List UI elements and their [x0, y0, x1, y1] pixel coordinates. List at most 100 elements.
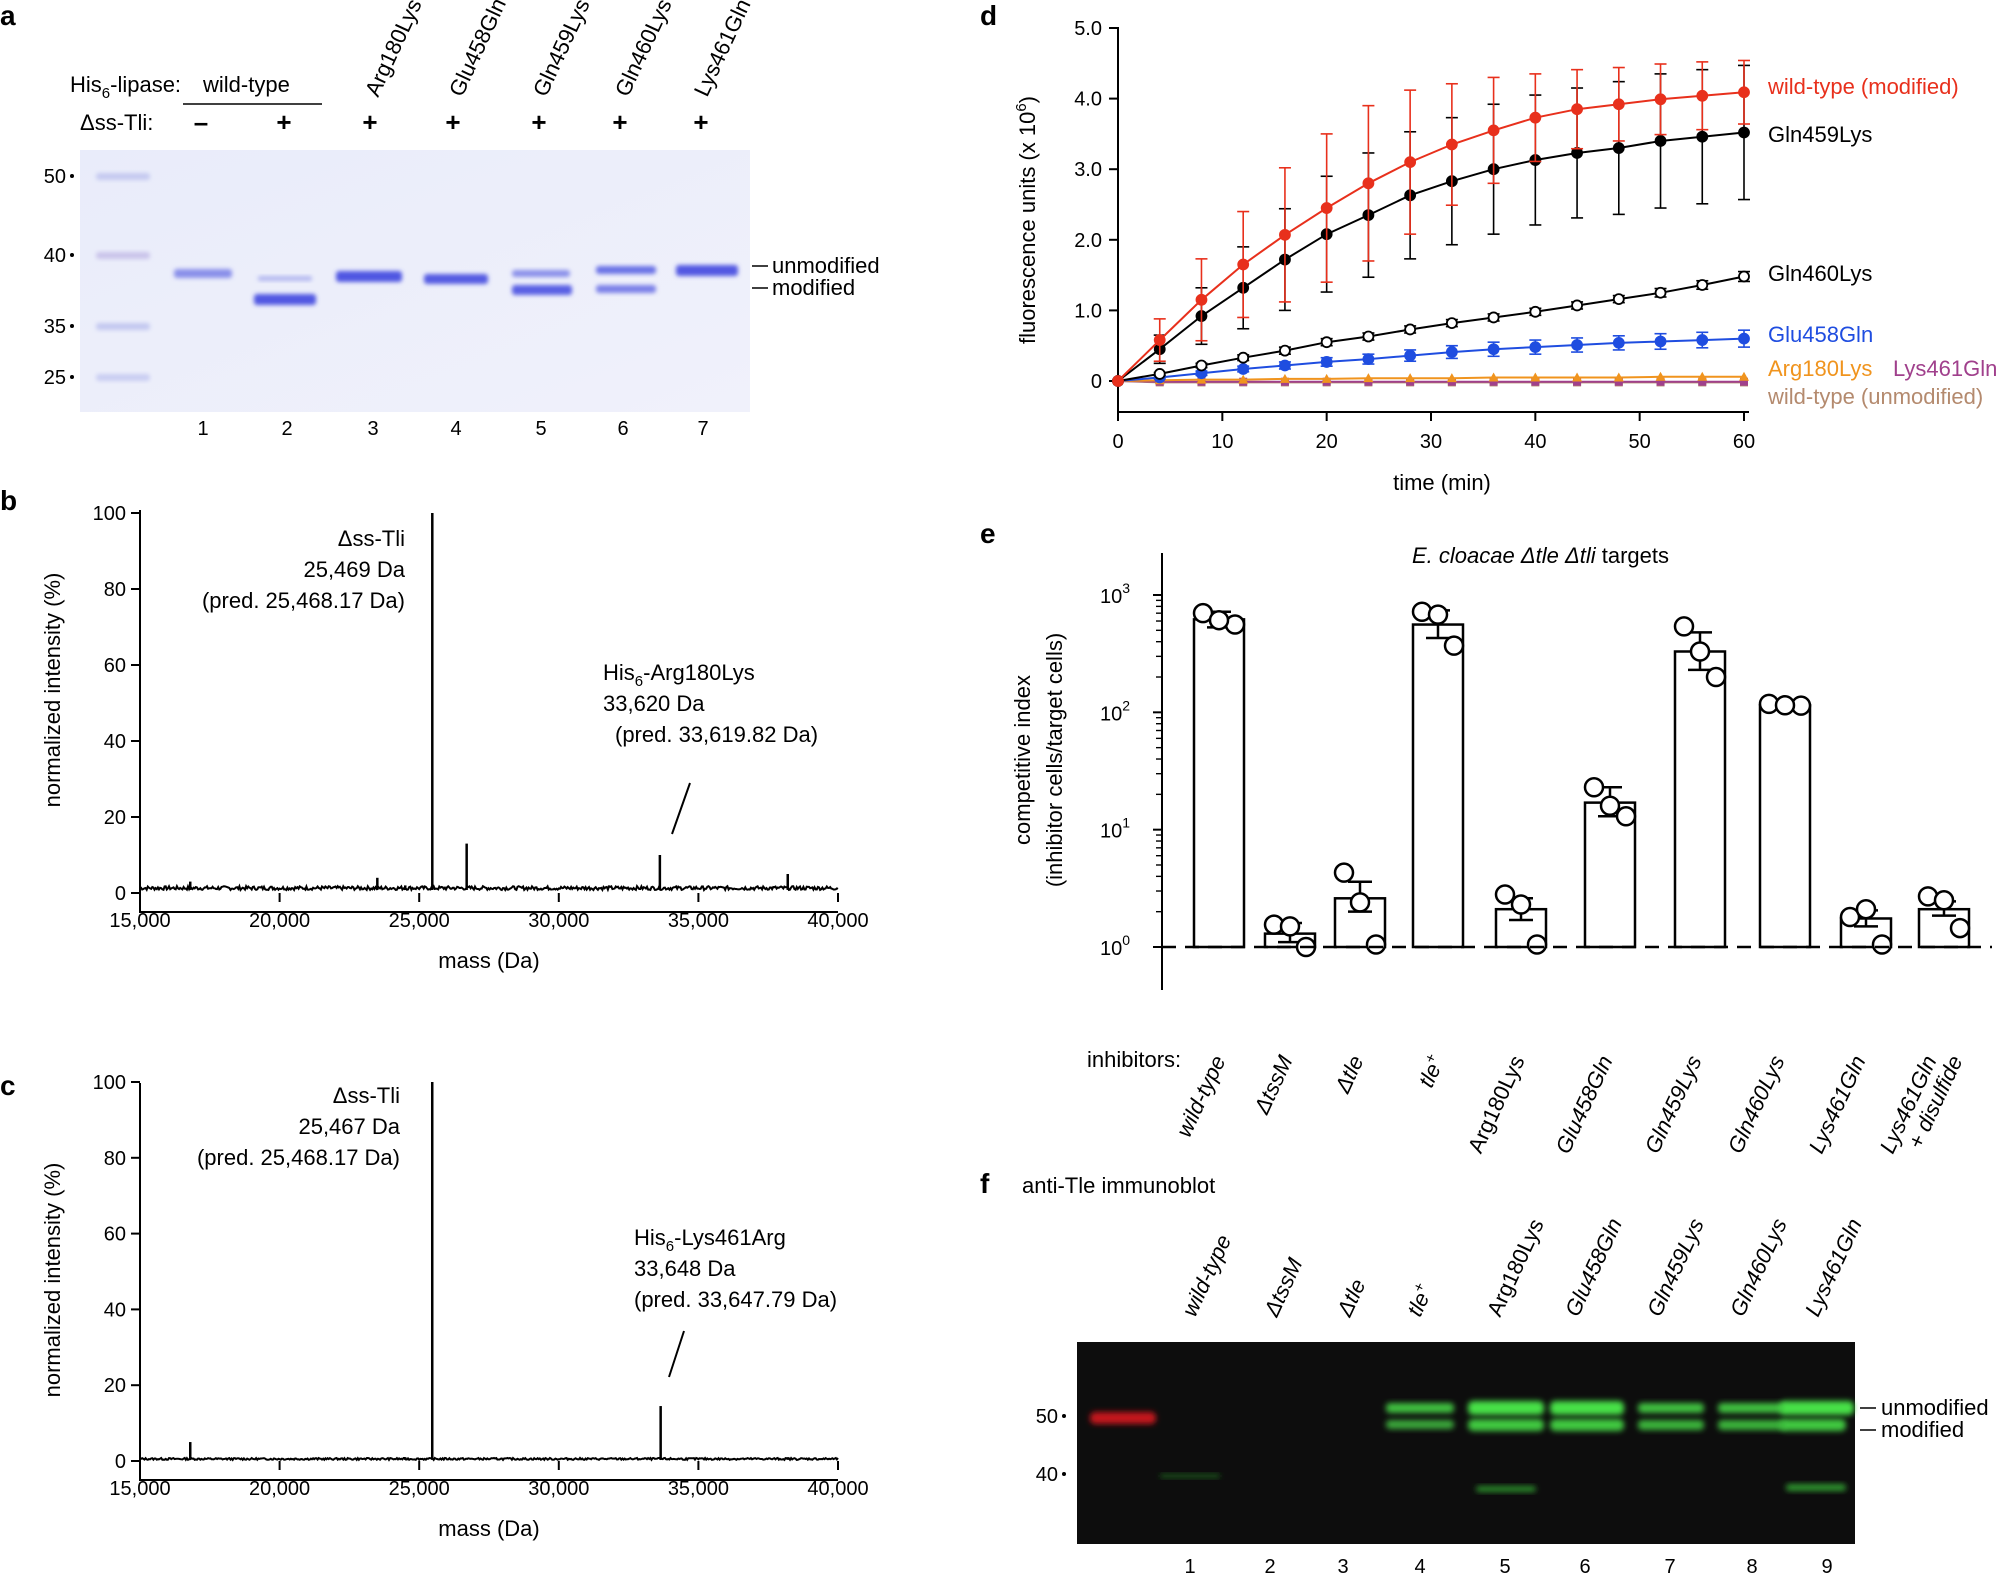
data-point: [1614, 377, 1623, 386]
data-point: [1445, 317, 1458, 330]
panel-label-a: a: [0, 0, 16, 31]
data-point: [1320, 336, 1333, 349]
bars-ylabel-line1: competitive index: [1010, 675, 1035, 845]
blot-band-lane8-unmodified: [1718, 1403, 1786, 1413]
data-point: [1654, 135, 1667, 147]
blot-lane-number: 8: [1746, 1556, 1757, 1577]
spectrum-b-peak2-line2: (pred. 33,619.82 Da): [615, 722, 818, 747]
xtick-label: 50: [1629, 431, 1651, 453]
bar: [1411, 623, 1465, 949]
xlabel-glu458gln: Glu458Gln: [1550, 1052, 1617, 1158]
spectrum-b-xticks: 15,000 20,000 25,000 30,000 35,000 40,000: [109, 893, 869, 932]
gel-band-lane5-modified: [512, 285, 572, 295]
mutant-label-gln460lys: Gln460Lys: [610, 0, 677, 100]
blot-marker-dot: [1062, 1472, 1066, 1476]
blot-lane-number: 3: [1337, 1556, 1348, 1577]
ytick-label: 0: [115, 883, 126, 905]
xlabel-arg180lys: Arg180Lys: [1463, 1052, 1530, 1157]
bar-group: [1758, 693, 1812, 949]
spectrum-b-yticks: 0 20 40 60 80 100: [93, 503, 140, 905]
panel-b: b 0 20 40 60 80 100 15,000 20,000 25,000 30,000 3…: [0, 485, 869, 973]
data-point: [1696, 89, 1709, 102]
blot-lane-number: 5: [1499, 1556, 1510, 1577]
replicate-point: [1279, 916, 1301, 937]
bar-group: [1917, 886, 1971, 949]
spectrum-b-peak1-line1: Δss-Tli: [338, 526, 405, 551]
blot-band-lane8-modified: [1718, 1420, 1786, 1430]
series-line: [1117, 91, 1745, 382]
data-point: [1153, 334, 1166, 346]
spectrum-c-ylabel: normalized intensity (%): [40, 1163, 65, 1398]
blot-band-lane5-low: [1476, 1486, 1536, 1492]
spectrum-c-peak1-annotation: Δss-Tli 25,467 Da (pred. 25,468.17 Da): [197, 1083, 401, 1170]
series-gln459lys: [1112, 64, 1750, 387]
blot-label-dtle: Δtle: [1331, 1275, 1370, 1321]
series-wild-type-modified-: [1112, 59, 1750, 387]
xtick-label: 40,000: [807, 1478, 868, 1500]
tli-sign: +: [445, 107, 460, 137]
ladder-band: [96, 374, 150, 381]
legend-gln459lys: Gln459Lys: [1768, 122, 1872, 147]
xtick-label: 40: [1524, 431, 1546, 453]
replicate-point: [1774, 694, 1796, 716]
data-point: [1612, 142, 1625, 154]
replicate-point: [1208, 609, 1230, 631]
replicate-point: [1510, 894, 1532, 915]
blot-band-lane1: [1160, 1474, 1220, 1478]
spectrum-b-peak2-annotation: His6-Arg180Lys 33,620 Da (pred. 33,619.8…: [603, 660, 818, 747]
band-label-unmodified: unmodified: [772, 253, 880, 278]
gel-band-lane3: [336, 271, 402, 282]
marker-label: 40: [44, 245, 66, 267]
xtick-label: 10: [1211, 431, 1233, 453]
blot-image: [1077, 1342, 1855, 1544]
spectrum-b-trace: [139, 883, 839, 893]
blot-band-lane7-modified: [1638, 1420, 1704, 1430]
tli-sign: +: [693, 107, 708, 137]
gel-band-lane2-modified: [254, 294, 316, 305]
blot-markers: 50 40: [1036, 1406, 1058, 1486]
legend-glu458gln: Glu458Gln: [1768, 322, 1873, 347]
data-point: [1530, 372, 1541, 382]
spectrum-b-peak1-line2: 25,469 Da: [303, 557, 405, 582]
xtick-label: 60: [1733, 431, 1755, 453]
data-point: [1612, 336, 1625, 349]
legend-arg180lys: Arg180Lys: [1768, 356, 1872, 381]
panel-c: c 0 20 40 60 80 100 15,000 20,000 25,000 30,000 3…: [0, 1070, 869, 1541]
panel-f: f anti-Tle immunoblot wild-type ΔtssM Δt…: [980, 1168, 1989, 1577]
xtick-label: 20,000: [249, 910, 310, 932]
replicate-point: [1349, 892, 1371, 913]
kinetics-series: [1112, 59, 1750, 387]
xtick-label: 30,000: [528, 910, 589, 932]
ytick-label: 20: [104, 1375, 126, 1397]
blot-marker-label: 40: [1036, 1464, 1058, 1486]
replicate-point: [1855, 898, 1877, 920]
spectrum-b-peak2-label: His6-Arg180Lys: [603, 660, 755, 690]
bar-group: [1263, 914, 1317, 958]
panel-label-b: b: [0, 485, 17, 516]
panel-label-e: e: [980, 518, 996, 549]
kinetics-xticks: 0 10 20 30 40 50 60: [1112, 412, 1755, 453]
legend-wild-type-unmodified: wild-type (unmodified): [1767, 384, 1983, 409]
blot-label-dtssm: ΔtssM: [1258, 1253, 1307, 1321]
data-point: [1571, 103, 1583, 116]
blot-lane-labels: wild-type ΔtssM Δtle tle+ Arg180Lys Glu4…: [1177, 1214, 1867, 1321]
data-point: [1656, 377, 1665, 386]
data-point: [1696, 334, 1709, 346]
blot-band-label-modified: modified: [1881, 1417, 1964, 1442]
series-line: [1117, 337, 1745, 382]
ytick-label: 101: [1100, 815, 1130, 843]
series-gln460lys: [1112, 270, 1750, 387]
spectrum-c-trace: [139, 1456, 839, 1462]
data-point: [1487, 124, 1500, 137]
data-point: [1487, 311, 1500, 324]
tli-sign-row: – + + + + + +: [194, 107, 709, 137]
data-point: [1279, 344, 1291, 357]
panel-e: e E. cloacae Δtle Δtli targets 100 101 102…: [980, 518, 1992, 1157]
data-point: [1654, 286, 1667, 299]
spectrum-c-peak2-line1: 33,648 Da: [634, 1256, 736, 1281]
replicate-point: [1365, 934, 1387, 955]
data-point: [1572, 372, 1583, 382]
gel-band-lane4: [424, 274, 488, 284]
band-label-modified: modified: [772, 275, 855, 300]
